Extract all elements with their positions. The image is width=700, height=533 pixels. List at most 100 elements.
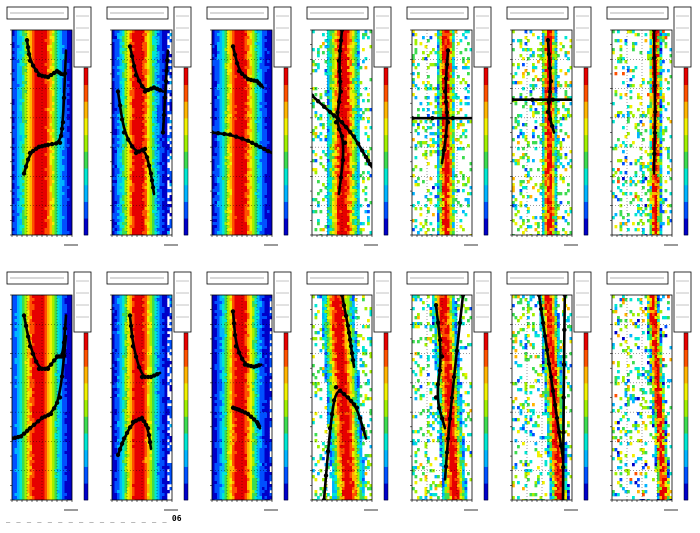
heat-cell [269,129,272,133]
heat-cell [267,69,270,73]
heat-cell [147,123,150,127]
heat-cell [247,219,250,223]
heat-cell [117,39,120,43]
heat-cell [254,30,258,34]
heat-cell [49,102,53,106]
heat-cell [137,174,140,178]
heat-cell [69,186,72,190]
heat-cell [147,198,150,202]
heat-cell [232,93,235,97]
heat-cell [42,39,45,43]
heat-cell [257,198,260,202]
heat-cell [164,36,168,40]
heat-cell [262,114,265,118]
heat-cell [154,45,158,49]
heat-cell [49,81,53,85]
heat-cell [254,42,258,46]
heat-cell [139,126,143,130]
heat-cell [134,186,138,190]
heat-cell [217,222,220,226]
heat-cell [254,51,258,55]
heat-cell [42,72,45,76]
heat-cell [249,192,253,196]
heat-cell [157,174,160,178]
heat-cell [267,174,270,178]
heat-cell [147,228,150,232]
heat-cell [27,177,30,181]
heat-cell [262,63,265,67]
heat-cell [267,75,270,79]
heat-cell [224,72,228,76]
heat-cell [139,210,143,214]
heat-cell [214,57,218,61]
heat-cell [264,177,268,181]
heat-cell [152,147,155,151]
heat-cell [14,141,18,145]
heat-cell [254,84,258,88]
heat-cell [164,117,168,121]
heat-cell [137,204,140,208]
heat-cell [257,90,260,94]
heat-cell [154,99,158,103]
heat-cell [224,84,228,88]
heat-cell [214,183,218,187]
heat-cell [49,105,53,109]
heat-cell [114,147,118,151]
heat-cell [114,138,118,142]
heat-cell [162,171,165,175]
heat-cell [114,156,118,160]
heat-cell [139,144,143,148]
heat-cell [229,96,233,100]
heat-cell [167,90,170,94]
heat-cell [152,222,155,226]
heat-cell [12,60,15,64]
heat-cell [152,36,155,40]
heat-cell [262,135,265,139]
heat-cell [147,138,150,142]
heat-cell [117,81,120,85]
heat-cell [264,81,268,85]
heat-cell [122,60,125,64]
heat-cell [149,189,153,193]
heat-cell [24,123,28,127]
heat-cell [142,201,145,205]
heat-cell [264,90,268,94]
heat-cell [119,132,123,136]
heat-cell [139,213,143,217]
heat-cell [19,219,23,223]
heat-cell [237,96,240,100]
heat-cell [112,63,115,67]
heat-cell [49,183,53,187]
heat-cell [229,66,233,70]
heat-cell [127,189,130,193]
heat-cell [12,63,15,67]
heat-cell [167,111,170,115]
heat-cell [252,195,255,199]
heat-cell [39,219,43,223]
heat-cell [227,102,230,106]
heat-cell [254,72,258,76]
heat-cell [137,177,140,181]
heat-cell [269,54,272,58]
heat-cell [67,177,70,181]
heat-cell [154,108,158,112]
heat-cell [112,147,115,151]
heat-cell [39,216,43,220]
heat-cell [149,51,153,55]
heat-cell [159,36,163,40]
heat-cell [14,63,18,67]
heat-cell [127,90,130,94]
heat-cell [212,96,215,100]
heat-cell [239,93,243,97]
heat-cell [37,108,40,112]
heat-cell [262,69,265,73]
heat-cell [159,120,163,124]
heat-cell [242,219,245,223]
heat-cell [69,168,72,172]
heat-cell [117,126,120,130]
heat-cell [127,105,130,109]
heat-cell [119,120,123,124]
heat-cell [257,201,260,205]
heat-cell [64,33,68,37]
heat-cell [49,66,53,70]
